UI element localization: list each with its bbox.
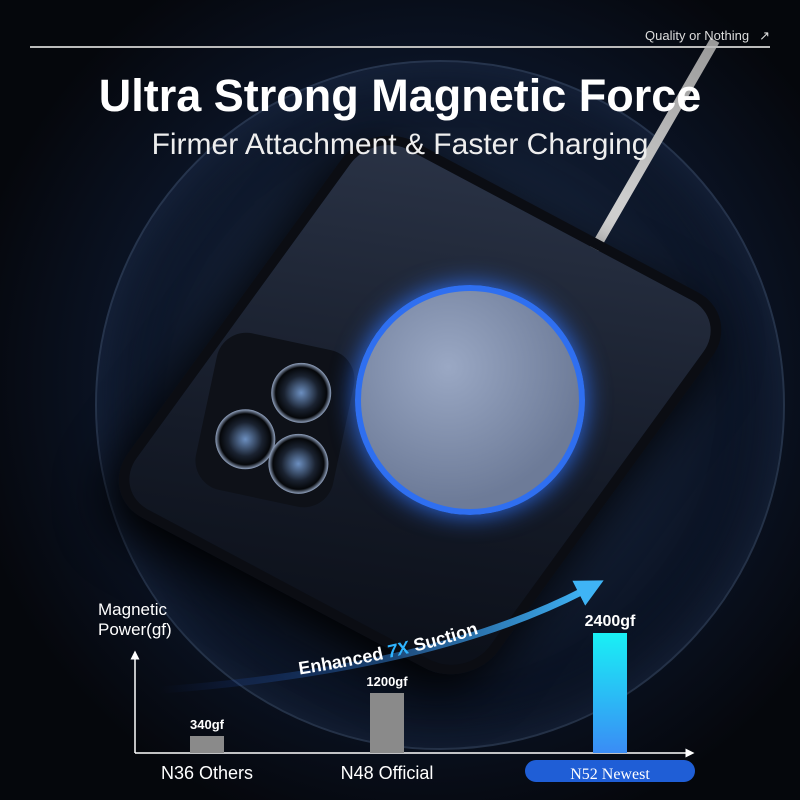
y-label-line1: Magnetic bbox=[98, 600, 167, 619]
data-label: 340gf bbox=[190, 717, 225, 732]
background-ring bbox=[95, 60, 785, 750]
tagline-text: Quality or Nothing bbox=[645, 28, 750, 43]
bar-1 bbox=[370, 693, 404, 753]
category-label: N52 Newest bbox=[570, 766, 650, 783]
bar-2 bbox=[593, 633, 627, 753]
y-label-line2: Power(gf) bbox=[98, 620, 172, 639]
y-axis-label: Magnetic Power(gf) bbox=[98, 600, 172, 640]
data-label: 2400gf bbox=[585, 613, 636, 630]
growth-arrow bbox=[159, 580, 604, 694]
page-subtitle: Firmer Attachment & Faster Charging bbox=[151, 128, 649, 161]
tagline: Quality or Nothing ↗ bbox=[645, 28, 770, 44]
data-label: 1200gf bbox=[366, 674, 408, 689]
highlight-pill bbox=[525, 760, 695, 782]
category-label: N36 Others bbox=[161, 763, 253, 783]
arrow-up-right-icon: ↗ bbox=[759, 28, 770, 43]
annotation: Enhanced 7X Suction bbox=[297, 618, 480, 678]
magsafe-charger-disc bbox=[355, 285, 585, 515]
bar-0 bbox=[190, 736, 224, 753]
category-label: N48 Official bbox=[341, 763, 434, 783]
divider bbox=[30, 46, 770, 48]
page-title: Ultra Strong Magnetic Force bbox=[98, 70, 702, 121]
